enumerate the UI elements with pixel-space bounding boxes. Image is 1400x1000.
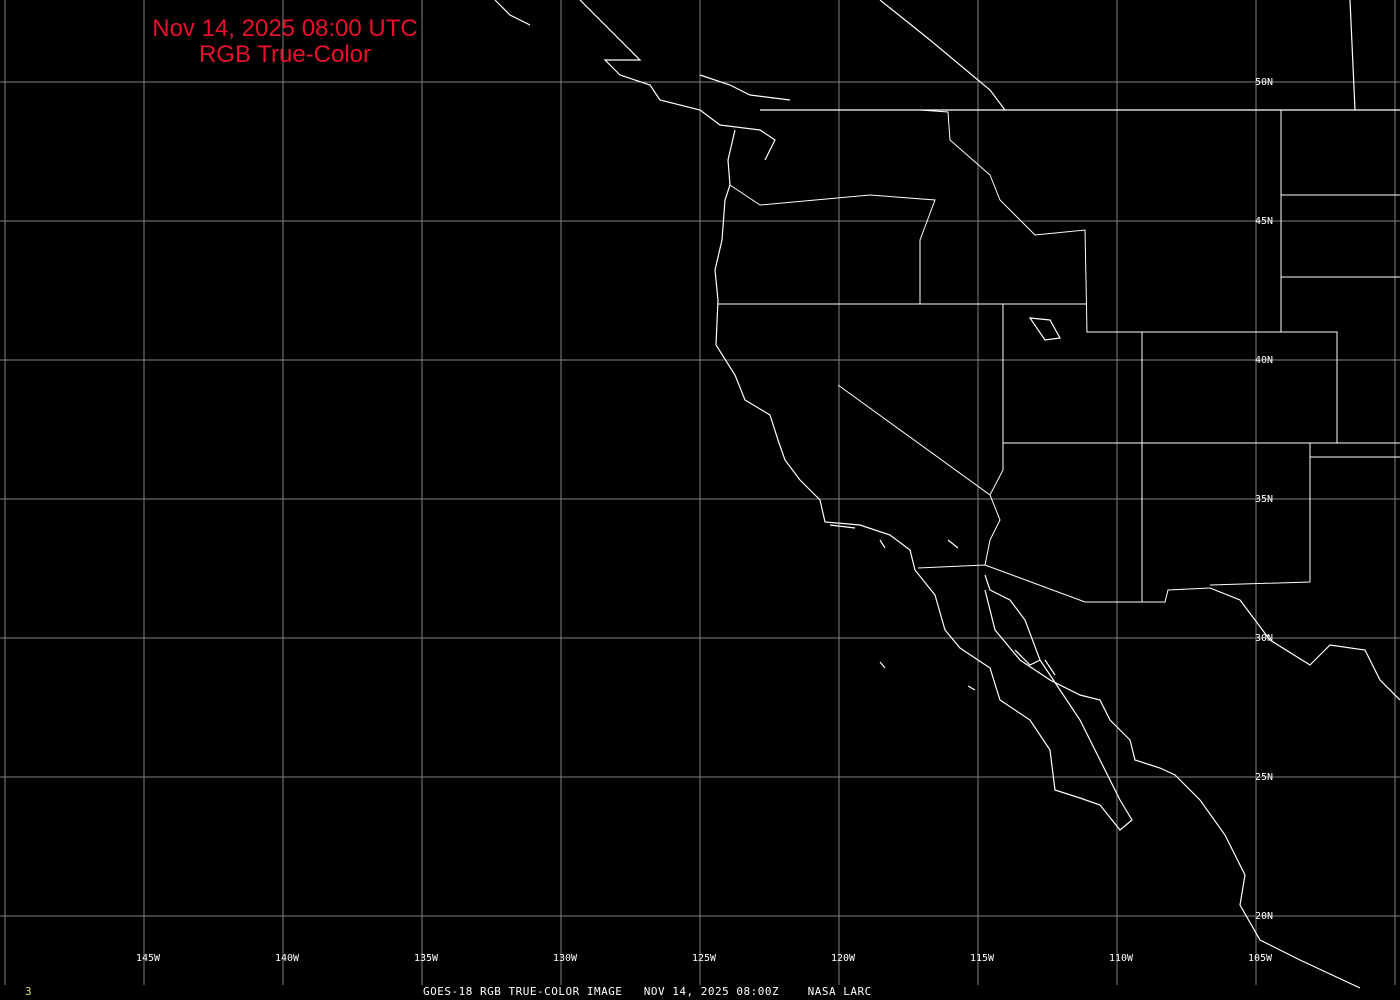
longitude-label: 145W [136, 953, 161, 964]
frame-number: 3 [25, 985, 33, 998]
latitude-label: 40N [1255, 355, 1273, 366]
us-west-coast [714, 129, 1133, 831]
longitude-label: 105W [1248, 953, 1273, 964]
longitude-label: 110W [1109, 953, 1134, 964]
longitude-label: 125W [692, 953, 717, 964]
latitude-label: 35N [1255, 494, 1273, 505]
longitude-labels: 145W 140W 135W 130W 125W 120W 115W 110W 105W [136, 953, 1273, 964]
latitude-label: 45N [1255, 216, 1273, 227]
islands [829, 317, 1061, 691]
latitude-labels: 50N 45N 40N 35N 30N 25N 20N [1255, 77, 1273, 922]
map-title-date: Nov 14, 2025 08:00 UTC [152, 15, 418, 42]
mexico-mainland-coast [984, 587, 1400, 989]
latitude-label: 50N [1255, 77, 1273, 88]
latitude-label: 30N [1255, 633, 1273, 644]
longitude-label: 115W [970, 953, 995, 964]
longitude-label: 120W [831, 953, 856, 964]
latitude-label: 25N [1255, 772, 1273, 783]
canada-coast [494, 0, 1356, 161]
longitude-label: 140W [275, 953, 300, 964]
longitude-label: 135W [414, 953, 439, 964]
image-caption: GOES-18 RGB TRUE-COLOR IMAGE NOV 14, 202… [423, 985, 872, 998]
longitude-label: 130W [553, 953, 578, 964]
latitude-label: 20N [1255, 911, 1273, 922]
state-borders [718, 109, 1400, 603]
coastlines-and-borders [494, 0, 1400, 989]
map-title-product: RGB True-Color [198, 41, 372, 68]
